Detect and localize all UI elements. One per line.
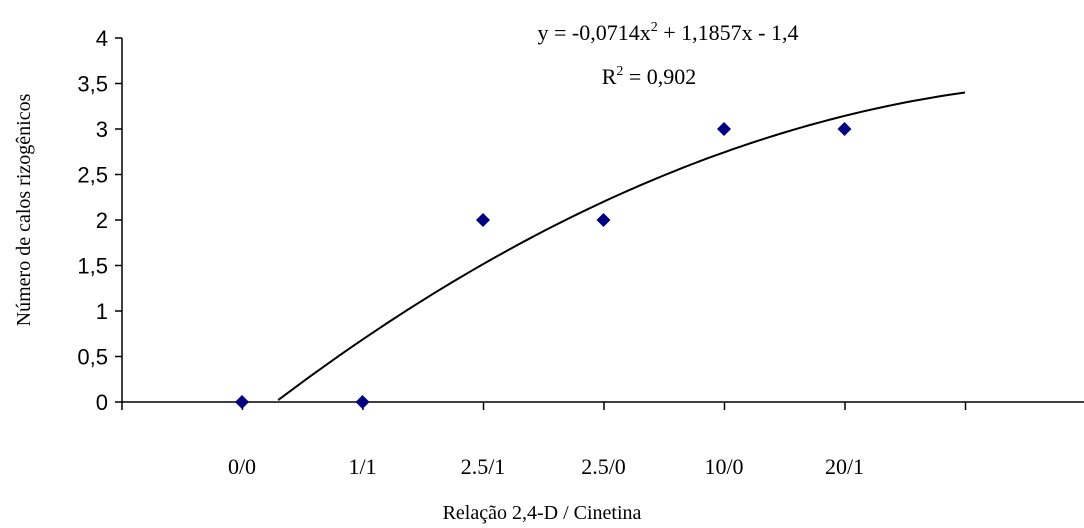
x-tick-label: 20/1	[825, 454, 864, 479]
x-axis-ticks	[121, 402, 967, 410]
trendline	[277, 91, 966, 401]
y-tick-label: 3	[96, 117, 108, 142]
data-points	[235, 122, 852, 409]
y-tick-label: 1,5	[77, 254, 108, 279]
y-tick-label: 1	[96, 299, 108, 324]
x-tick-labels: 0/0 1/1 2.5/1 2.5/0 10/0 20/1	[228, 454, 864, 479]
trendline-equation: y = -0,0714x2 + 1,1857x - 1,4	[538, 20, 799, 45]
data-point	[235, 395, 249, 409]
y-tick-label: 0	[96, 390, 108, 415]
y-tick-labels: 0 0,5 1 1,5 2 2,5 3 3,5 4	[77, 26, 108, 415]
y-tick-label: 0,5	[77, 345, 108, 370]
data-point	[476, 213, 490, 227]
y-tick-label: 3,5	[77, 72, 108, 97]
y-axis-ticks	[115, 37, 122, 403]
x-tick-label: 0/0	[228, 454, 256, 479]
y-axis-title: Número de calos rizogênicos	[13, 93, 35, 326]
r-squared-label: R2 = 0,902	[602, 64, 697, 89]
y-tick-label: 4	[96, 26, 108, 51]
x-tick-label: 2.5/0	[581, 454, 626, 479]
data-point	[717, 122, 731, 136]
x-tick-label: 10/0	[704, 454, 743, 479]
x-tick-label: 2.5/1	[461, 454, 506, 479]
data-point	[355, 395, 370, 409]
data-point	[837, 122, 852, 136]
x-tick-label: 1/1	[348, 454, 376, 479]
y-tick-label: 2	[96, 208, 108, 233]
y-tick-label: 2,5	[77, 163, 108, 188]
x-axis-title: Relação 2,4-D / Cinetina	[443, 502, 642, 524]
data-point	[596, 213, 611, 227]
